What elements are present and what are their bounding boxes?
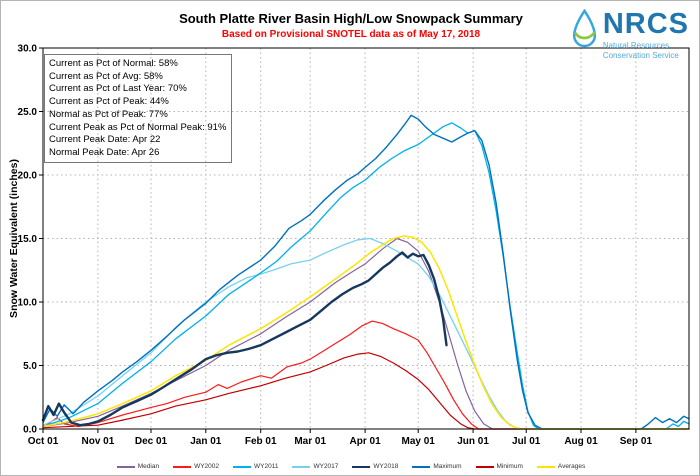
stat-line: Current Peak as Pct of Normal Peak: 91% xyxy=(49,121,227,133)
legend-label: Maximum xyxy=(433,463,462,470)
legend-item: WY2002 xyxy=(173,463,219,470)
legend: Median WY2002 WY2011 WY2017 WY2018 Maximum Min… xyxy=(1,463,699,470)
chart-subtitle: Based on Provisional SNOTEL data as of M… xyxy=(221,29,481,40)
legend-item: WY2018 xyxy=(352,463,398,470)
stat-line: Normal Peak Date: Apr 26 xyxy=(49,146,160,158)
stat-line: Current as Pct of Last Year: 70% xyxy=(49,83,187,95)
stat-line: Current as Pct of Normal: 58% xyxy=(49,58,178,69)
y-tick-label: 30.0 xyxy=(18,44,38,55)
legend-swatch xyxy=(475,465,494,468)
stat-line: Current as Pct of Peak: 44% xyxy=(49,96,169,108)
legend-swatch xyxy=(536,465,555,468)
legend-label: Minimum xyxy=(496,463,523,470)
stat-line: Normal as Pct of Peak: 77% xyxy=(49,108,168,120)
x-tick-label: Nov 01 xyxy=(82,436,115,447)
series-line-Minimum xyxy=(42,352,690,430)
page-title: South Platte River Basin High/Low Snowpa… xyxy=(179,11,523,26)
legend-item: Median xyxy=(116,463,160,470)
water-drop-icon xyxy=(571,8,598,56)
series-line-WY2011 xyxy=(42,122,690,430)
legend-item: Minimum xyxy=(475,463,523,470)
legend-label: WY2002 xyxy=(194,463,220,470)
y-tick-label: 25.0 xyxy=(18,107,38,118)
series-line-Maximum xyxy=(42,114,690,430)
legend-label: Median xyxy=(137,463,160,470)
stats-box: Current as Pct of Normal: 58% Current as… xyxy=(44,54,233,163)
legend-item: Maximum xyxy=(412,463,462,470)
x-tick-label: Jun 01 xyxy=(457,436,489,447)
x-tick-label: Mar 01 xyxy=(294,436,326,447)
x-tick-label: Apr 01 xyxy=(350,436,382,447)
nrcs-wordmark: NRCS xyxy=(602,8,689,40)
y-tick-label: 0.0 xyxy=(23,425,37,436)
series-line-WY2002 xyxy=(42,320,690,430)
legend-swatch xyxy=(233,465,252,468)
legend-label: WY2011 xyxy=(254,463,279,470)
legend-item: WY2011 xyxy=(233,463,278,470)
x-tick-label: Dec 01 xyxy=(135,436,168,447)
stat-line: Current Peak Date: Apr 22 xyxy=(49,134,161,146)
series-line-WY2018 xyxy=(41,251,448,427)
legend-swatch xyxy=(292,465,311,468)
x-tick-label: Sep 01 xyxy=(620,436,653,447)
nrcs-org-name: Natural Resources Conservation Service xyxy=(602,41,679,60)
legend-label: Averages xyxy=(557,463,586,470)
legend-item: Averages xyxy=(536,463,586,470)
legend-label: WY2018 xyxy=(373,463,399,470)
legend-item: WY2017 xyxy=(292,463,338,470)
legend-swatch xyxy=(412,465,431,468)
legend-swatch xyxy=(116,465,135,468)
x-tick-label: Oct 01 xyxy=(28,436,59,447)
x-tick-label: Jul 01 xyxy=(512,436,541,447)
y-tick-label: 5.0 xyxy=(23,361,37,372)
y-tick-label: 15.0 xyxy=(18,234,38,245)
legend-swatch xyxy=(173,465,192,468)
y-tick-label: 20.0 xyxy=(18,171,38,182)
x-tick-label: Jan 01 xyxy=(190,436,222,447)
series-line-Averages xyxy=(42,235,690,430)
y-axis-label: Snow Water Equivalent (inches) xyxy=(8,159,20,318)
y-tick-label: 10.0 xyxy=(18,298,38,309)
x-tick-label: Aug 01 xyxy=(564,436,598,447)
stat-line: Current as Pct of Avg: 58% xyxy=(49,70,163,82)
x-tick-label: May 01 xyxy=(402,436,436,447)
x-tick-label: Feb 01 xyxy=(245,436,277,447)
legend-swatch xyxy=(352,465,371,468)
nrcs-logo: NRCS Natural Resources Conservation Serv… xyxy=(571,8,689,61)
legend-label: WY2017 xyxy=(313,463,339,470)
